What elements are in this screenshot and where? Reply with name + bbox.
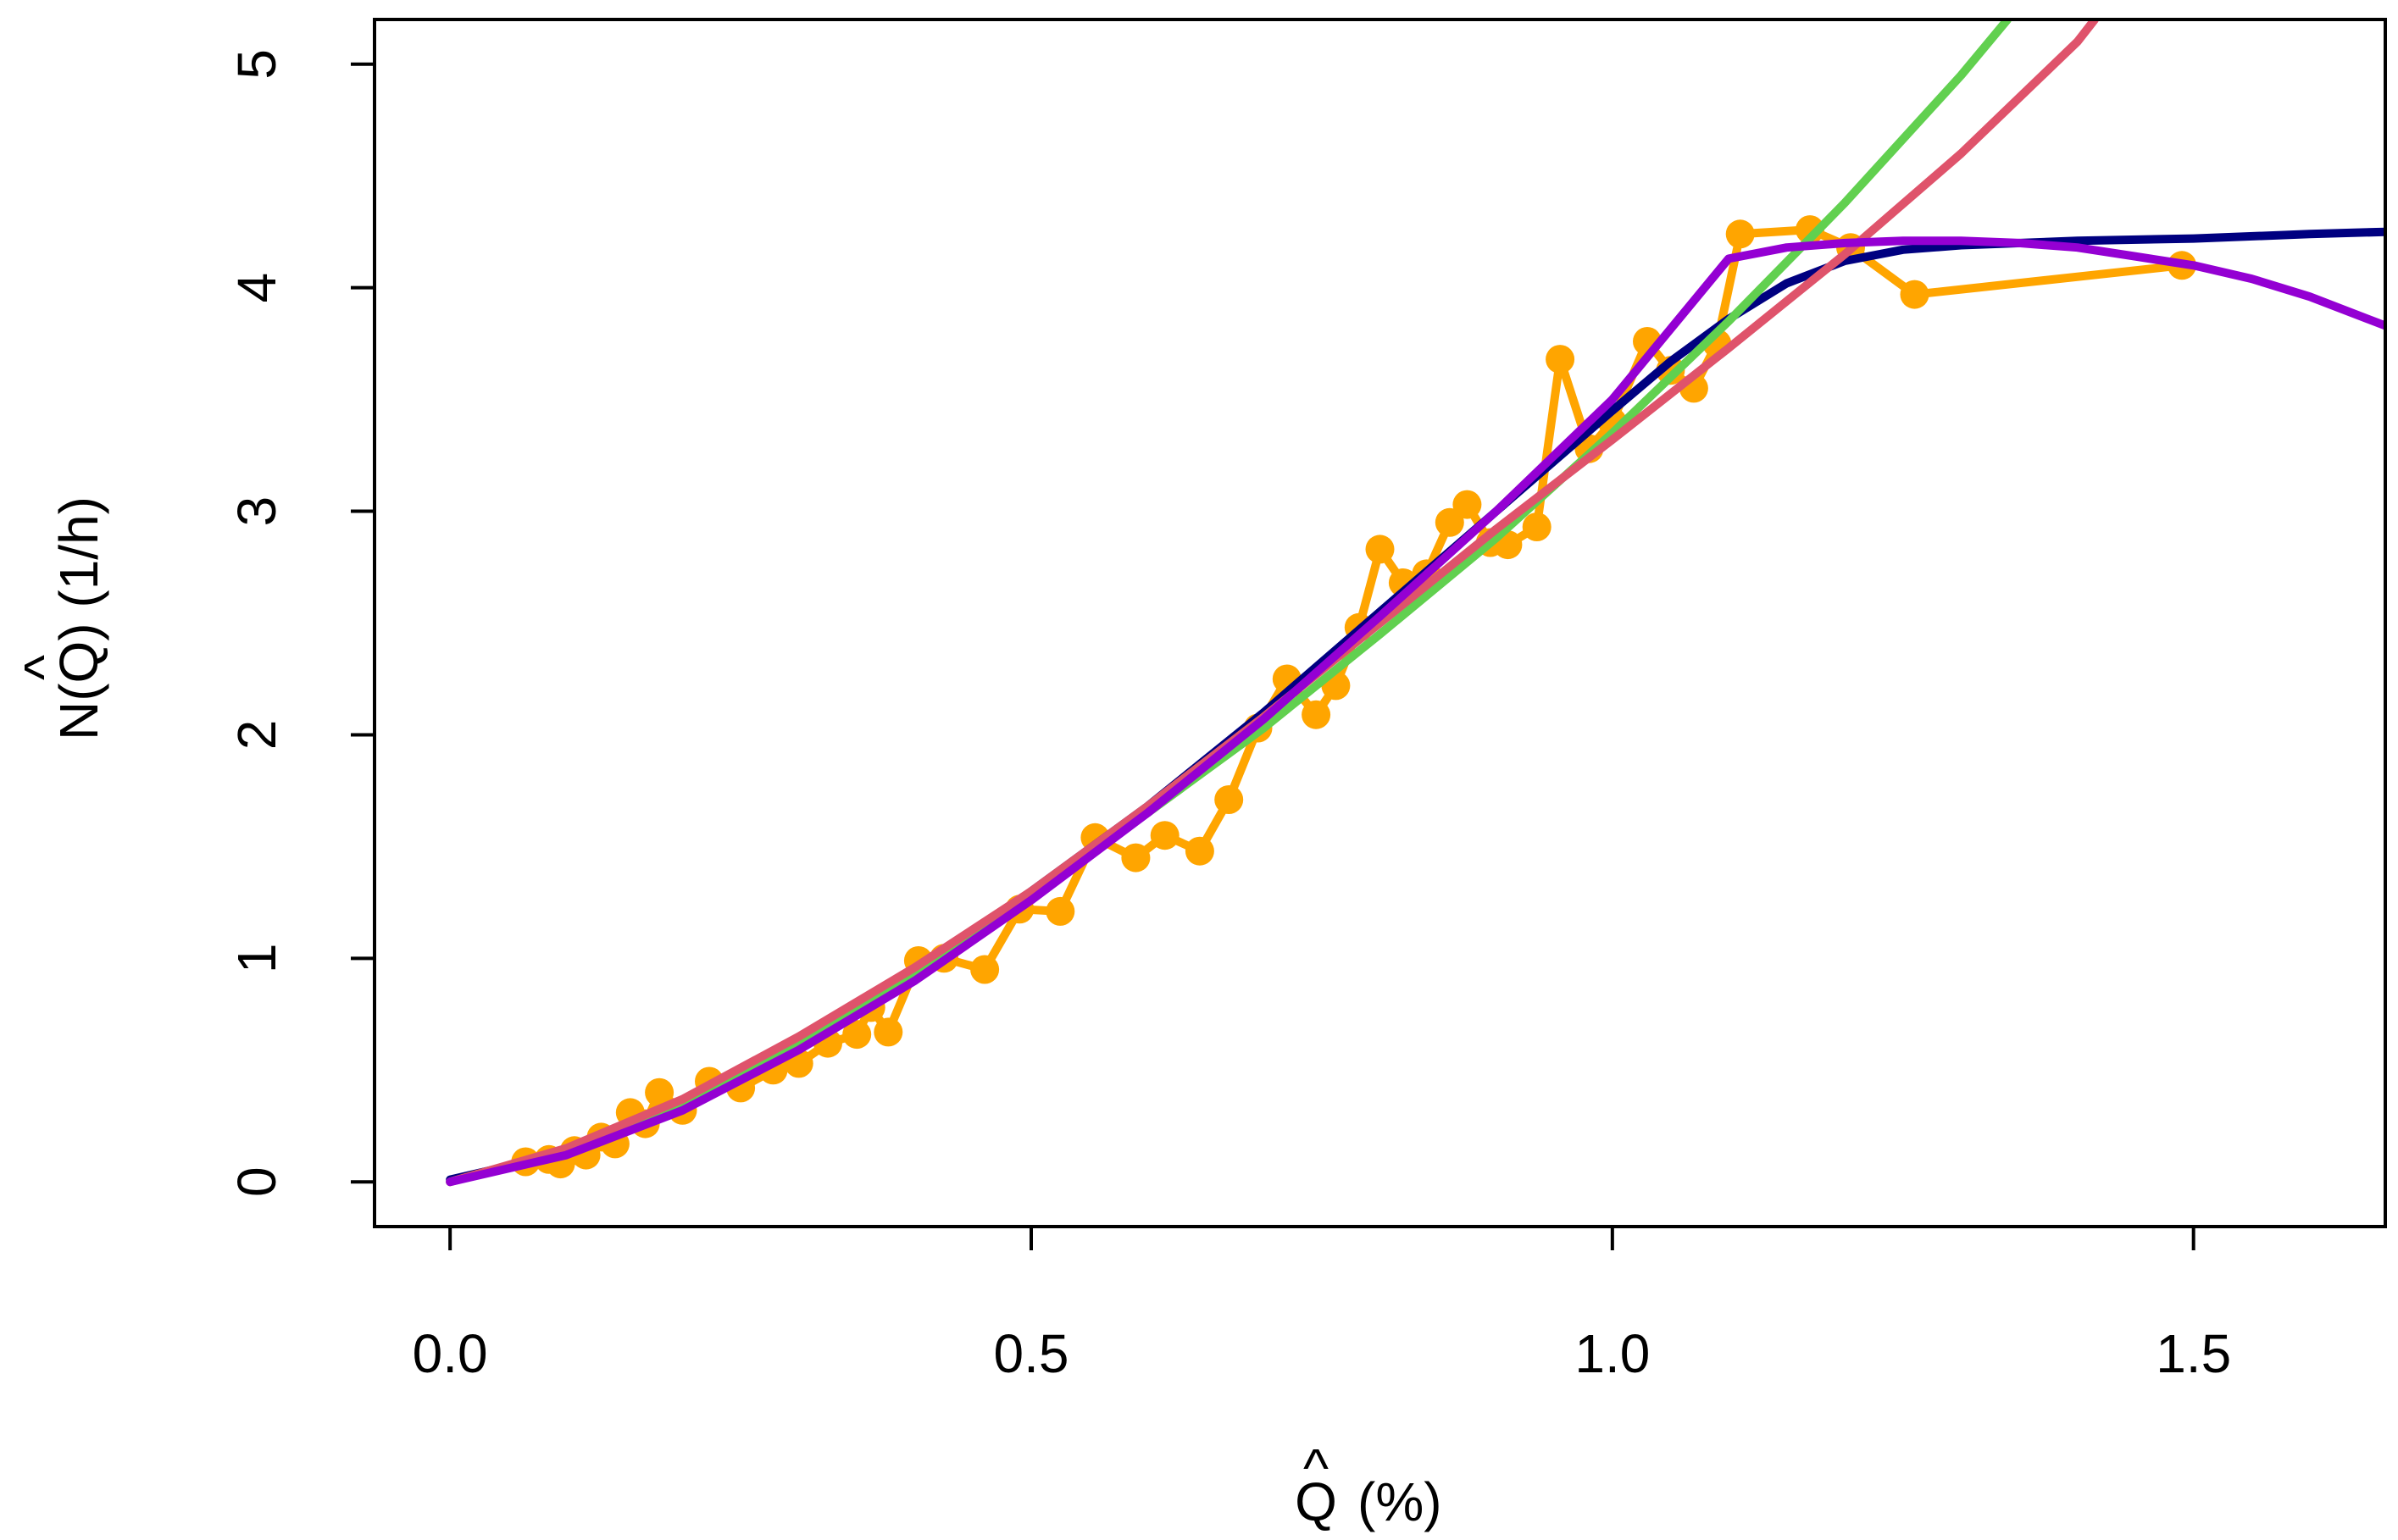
data-point bbox=[1046, 896, 1075, 926]
y-axis-title-hat: ^ bbox=[13, 655, 74, 680]
data-point bbox=[1365, 535, 1395, 564]
data-point bbox=[1725, 219, 1755, 249]
x-axis-title-symbol: Q bbox=[1295, 1471, 1337, 1532]
y-axis-title: N(Q) (1/h) ^ bbox=[13, 496, 109, 740]
x-axis-title: ^ Q (%) bbox=[1295, 1438, 1441, 1532]
y-tick-label: 4 bbox=[226, 273, 287, 303]
series-4 bbox=[446, 236, 2385, 1187]
data-point bbox=[1150, 821, 1180, 850]
data-point bbox=[1185, 836, 1214, 866]
y-axis-title-suffix: ) (1/h) bbox=[48, 496, 109, 641]
series-4-line bbox=[446, 236, 2385, 1187]
x-axis-title-unit: (%) bbox=[1357, 1471, 1442, 1532]
y-tick-label: 5 bbox=[226, 49, 287, 80]
data-point bbox=[1435, 507, 1464, 537]
y-tick-label: 1 bbox=[226, 944, 287, 974]
y-tick-label: 0 bbox=[226, 1166, 287, 1197]
data-point bbox=[1546, 345, 1575, 374]
data-point bbox=[1214, 785, 1244, 814]
y-axis: 0 1 2 3 4 5 bbox=[226, 49, 375, 1197]
x-tick-label: 1.0 bbox=[1574, 1323, 1650, 1384]
data-point bbox=[1121, 843, 1151, 872]
x-tick-label: 1.5 bbox=[2156, 1323, 2231, 1384]
x-axis: 0.0 0.5 1.0 1.5 bbox=[413, 1225, 2231, 1384]
y-tick-label: 3 bbox=[226, 496, 287, 527]
data-point bbox=[645, 1077, 674, 1107]
series-layer bbox=[446, 19, 2385, 1187]
data-point bbox=[874, 1017, 903, 1047]
x-tick-label: 0.0 bbox=[413, 1323, 488, 1384]
x-axis-title-hat: ^ bbox=[1303, 1438, 1329, 1498]
y-tick-label: 2 bbox=[226, 720, 287, 751]
data-point bbox=[1900, 280, 1929, 309]
x-tick-label: 0.5 bbox=[994, 1323, 1069, 1384]
data-point bbox=[1452, 490, 1482, 519]
data-point bbox=[842, 1020, 872, 1050]
y-axis-title-prefix: N( bbox=[48, 683, 109, 740]
svg-text:N(Q) (1/h): N(Q) (1/h) bbox=[48, 496, 109, 740]
data-point bbox=[970, 955, 1000, 984]
y-axis-title-symbol: Q bbox=[48, 641, 109, 684]
data-point bbox=[1302, 700, 1331, 729]
data-point bbox=[1522, 512, 1551, 541]
